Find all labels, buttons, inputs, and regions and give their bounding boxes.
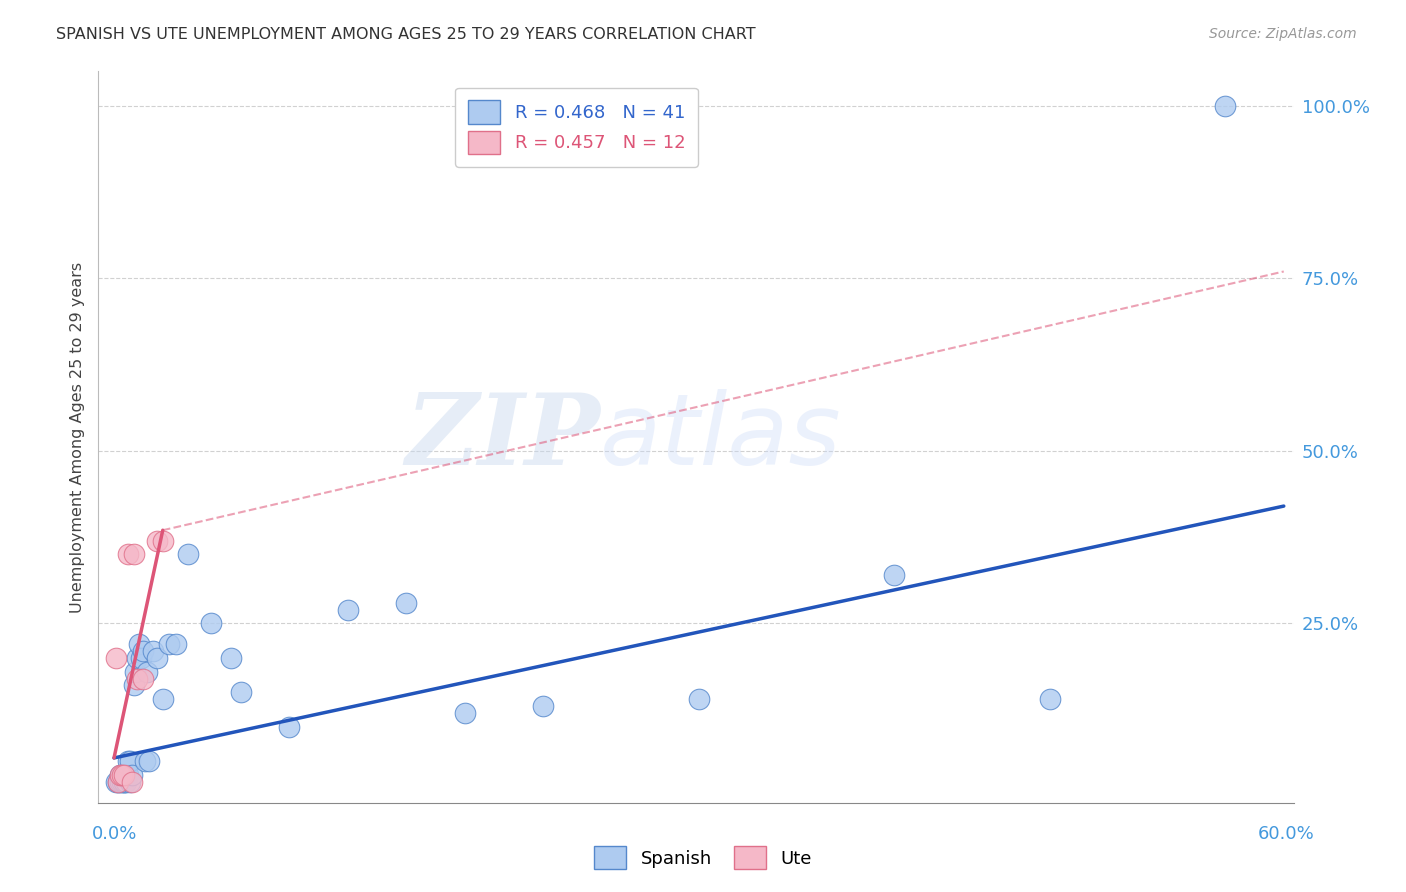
Point [278, 720, 301, 734]
Point [229, 685, 252, 699]
Point [1213, 99, 1236, 113]
Point [454, 706, 477, 720]
Point [146, 651, 169, 665]
Point [107, 775, 129, 789]
Point [117, 768, 139, 782]
Point [121, 775, 143, 789]
Point [112, 768, 135, 782]
Point [117, 755, 139, 769]
Point [114, 775, 136, 789]
Point [108, 768, 131, 782]
Point [112, 775, 135, 789]
Text: 0.0%: 0.0% [91, 825, 136, 843]
Point [118, 775, 141, 789]
Point [127, 651, 149, 665]
Point [138, 755, 160, 769]
Text: ZIP: ZIP [405, 389, 600, 485]
Point [108, 768, 131, 782]
Point [132, 672, 155, 686]
Text: atlas: atlas [600, 389, 842, 485]
Point [142, 644, 165, 658]
Point [1039, 692, 1062, 706]
Point [136, 665, 159, 679]
Point [152, 692, 174, 706]
Text: SPANISH VS UTE UNEMPLOYMENT AMONG AGES 25 TO 29 YEARS CORRELATION CHART: SPANISH VS UTE UNEMPLOYMENT AMONG AGES 2… [56, 27, 756, 42]
Point [111, 775, 134, 789]
Point [883, 568, 905, 582]
Point [117, 548, 139, 562]
Point [111, 768, 134, 782]
Point [112, 775, 135, 789]
Legend: R = 0.468   N = 41, R = 0.457   N = 12: R = 0.468 N = 41, R = 0.457 N = 12 [456, 87, 697, 167]
Point [336, 602, 359, 616]
Point [104, 651, 127, 665]
Point [121, 768, 143, 782]
Y-axis label: Unemployment Among Ages 25 to 29 years: Unemployment Among Ages 25 to 29 years [70, 261, 86, 613]
Point [531, 699, 554, 714]
Point [104, 775, 127, 789]
Point [688, 692, 710, 706]
Text: 60.0%: 60.0% [1258, 825, 1315, 843]
Point [108, 775, 131, 789]
Point [146, 533, 169, 548]
Point [132, 644, 155, 658]
Point [219, 651, 242, 665]
Point [122, 678, 145, 692]
Text: Source: ZipAtlas.com: Source: ZipAtlas.com [1209, 27, 1357, 41]
Point [157, 637, 180, 651]
Point [127, 672, 149, 686]
Point [122, 548, 145, 562]
Point [165, 637, 187, 651]
Point [200, 616, 222, 631]
Legend: Spanish, Ute: Spanish, Ute [585, 838, 821, 879]
Point [128, 637, 150, 651]
Point [177, 548, 200, 562]
Point [134, 755, 156, 769]
Point [152, 533, 174, 548]
Point [114, 768, 136, 782]
Point [131, 651, 153, 665]
Point [118, 755, 141, 769]
Point [107, 775, 129, 789]
Point [124, 665, 146, 679]
Point [395, 596, 418, 610]
